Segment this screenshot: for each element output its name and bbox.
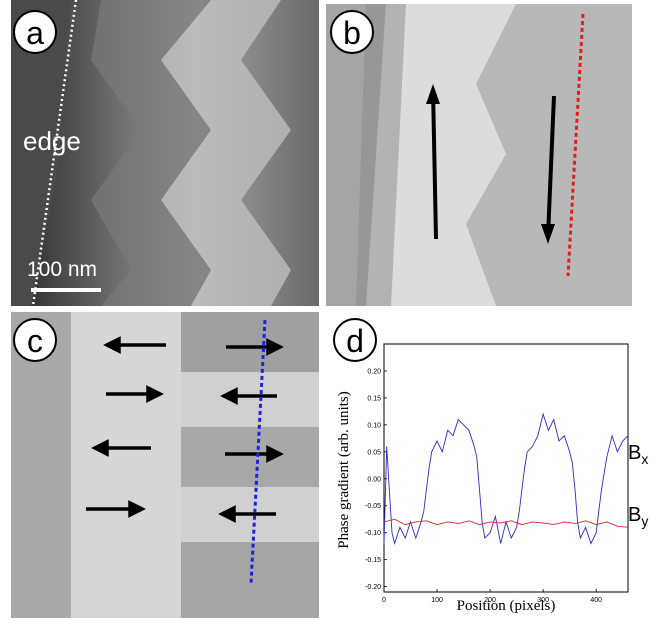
y-tick-label: -0.15	[365, 557, 381, 564]
y-tick-label: -0.05	[365, 503, 381, 510]
x-tick-label: 400	[590, 597, 602, 604]
panel-label-a: a	[13, 10, 57, 54]
y-tick-label: 0.15	[367, 395, 381, 402]
panel-a: edge 100 nm	[11, 0, 319, 306]
y-tick-label: -0.10	[365, 530, 381, 537]
edge-label: edge	[23, 126, 81, 156]
blue-profile-line	[249, 319, 267, 585]
y-tick-label: 0.10	[367, 422, 381, 429]
panel-label-d: d	[333, 318, 377, 362]
y-tick-label: 0.20	[367, 368, 381, 375]
moment-arrows	[86, 336, 284, 523]
series-line-bx	[383, 412, 629, 546]
y-tick-label: 0.05	[367, 449, 381, 456]
y-tick-label: 0.00	[367, 476, 381, 483]
panel-a-image	[11, 0, 319, 306]
scale-bar-label: 100 nm	[27, 258, 98, 281]
series-label-bx: Bx	[628, 442, 649, 467]
x-tick-label: 200	[484, 597, 496, 604]
plot-frame	[383, 343, 629, 593]
panel-b-image	[326, 4, 632, 306]
panel-d: 0.20 0.15 0.10 0.05 0.00 -0.05 -0.10 -0.15 -0.20…	[326, 312, 669, 621]
panel-label-b: b	[330, 10, 374, 54]
red-profile-line	[566, 13, 585, 277]
panel-label-c: c	[13, 318, 57, 362]
phase-gradient-chart: 0.20 0.15 0.10 0.05 0.00 -0.05 -0.10 -0.15 -0.20…	[336, 343, 629, 614]
series-label-by: By	[628, 504, 649, 529]
x-tick-label: 100	[431, 597, 443, 604]
panel-c-image	[11, 312, 319, 618]
edge-line	[31, 0, 78, 306]
y-axis-label: Phase gradient (arb. units)	[336, 391, 352, 548]
scale-bar	[31, 288, 101, 292]
panel-b	[326, 4, 632, 306]
panel-c	[11, 312, 319, 618]
arrow-up	[431, 88, 438, 240]
y-tick-label: -0.20	[365, 584, 381, 591]
arrow-down	[546, 95, 556, 237]
x-axis-label: Position (pixels)	[457, 598, 556, 614]
x-tick-label: 300	[537, 597, 549, 604]
series-line-by	[383, 518, 629, 528]
x-tick-label: 0	[382, 597, 386, 604]
